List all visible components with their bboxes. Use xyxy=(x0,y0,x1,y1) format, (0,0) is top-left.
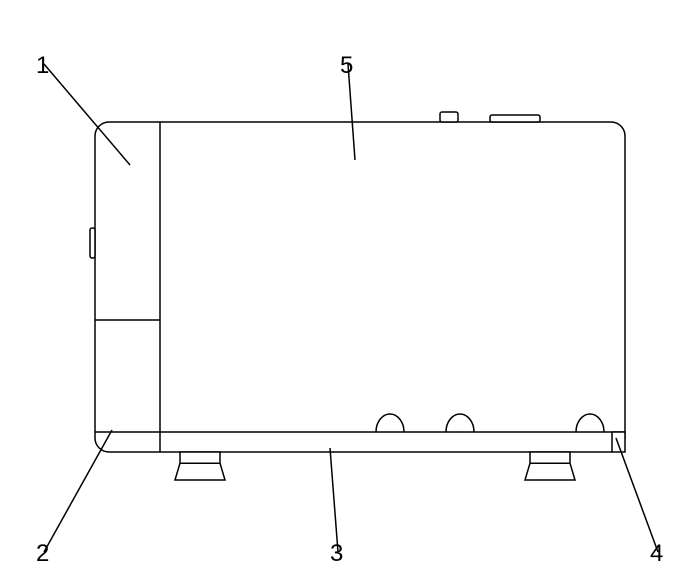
technical-diagram xyxy=(0,0,697,584)
callout-label-1: 1 xyxy=(36,52,49,80)
callout-label-3: 3 xyxy=(330,540,343,568)
callout-label-2: 2 xyxy=(36,540,49,568)
callout-label-4: 4 xyxy=(650,540,663,568)
callout-label-5: 5 xyxy=(340,52,353,80)
